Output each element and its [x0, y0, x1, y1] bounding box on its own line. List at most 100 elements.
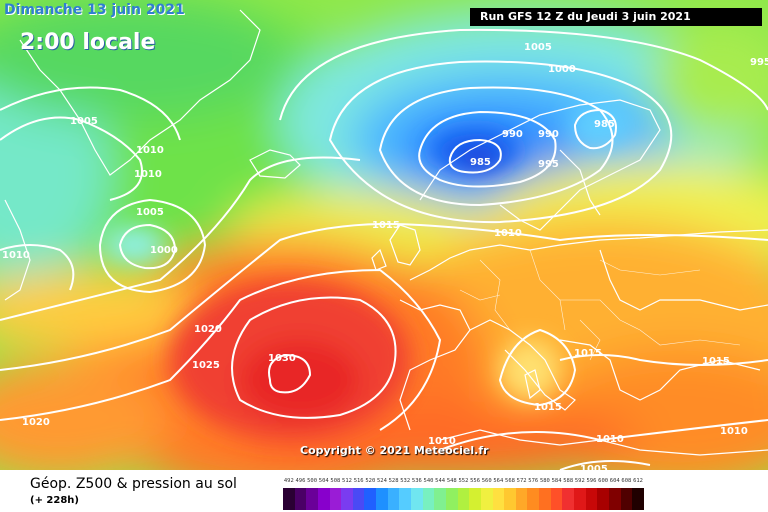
isobar-label: 1005 [580, 464, 608, 470]
legend-swatch [562, 488, 575, 510]
legend-swatch [317, 488, 330, 510]
isobar-label: 1020 [194, 324, 222, 335]
legend-swatch [329, 488, 342, 510]
legend-value: 612 [633, 478, 643, 484]
forecast-date: Dimanche 13 juin 2021 [4, 2, 185, 18]
legend-value: 512 [342, 478, 352, 484]
legend-swatch [574, 488, 586, 510]
legend-value: 604 [609, 478, 620, 484]
legend-value: 492 [283, 478, 294, 484]
isobar-label: 1030 [268, 353, 296, 364]
isobar-lines [0, 28, 768, 470]
isobar-label: 1005 [70, 116, 98, 127]
isobar-label: 990 [538, 129, 559, 140]
model-run-label: Run GFS 12 Z du Jeudi 3 juin 2021 [470, 8, 762, 26]
legend-swatch [306, 488, 318, 510]
legend-swatch [585, 488, 598, 510]
legend-swatch [469, 488, 481, 510]
map-footer: Géop. Z500 & pression au sol (+ 228h) 49… [0, 470, 768, 512]
legend-value: 572 [516, 478, 527, 484]
isobar-label: 1000 [548, 64, 576, 75]
legend-swatch [352, 488, 365, 510]
legend-labels: 492 496 500 504 508 512 516 520 524 528 532 536 540 5… [283, 478, 644, 484]
isobar-label: 1015 [534, 402, 562, 413]
legend-swatch [422, 488, 435, 510]
legend-swatch [434, 488, 446, 510]
legend-bar [283, 488, 644, 510]
legend-swatch [387, 488, 400, 510]
legend-swatch [504, 488, 516, 510]
isobar-label: 1015 [372, 220, 400, 231]
legend-value: 588 [563, 478, 574, 484]
isobar-label: 995 [538, 159, 559, 170]
legend-value: 548 [446, 478, 457, 484]
legend-value: 516 [353, 478, 364, 484]
legend-swatch [608, 488, 621, 510]
copyright-text: Copyright © 2021 Meteociel.fr [300, 444, 489, 457]
legend-value: 504 [318, 478, 329, 484]
legend-value: 584 [551, 478, 562, 484]
legend-value: 508 [330, 478, 341, 484]
isobar-label: 1010 [720, 426, 748, 437]
isobar-labels: 1005 1000 995 1005 985 990 990 985 995 1… [2, 42, 768, 470]
legend-swatch [364, 488, 377, 510]
legend-swatch [515, 488, 528, 510]
legend-value: 520 [365, 478, 376, 484]
isobar-label: 1010 [428, 436, 456, 447]
legend-value: 576 [528, 478, 539, 484]
isobar-label: 985 [470, 157, 491, 168]
legend-value: 592 [574, 478, 585, 484]
legend-swatch [550, 488, 563, 510]
legend-value: 596 [586, 478, 597, 484]
legend-value: 500 [307, 478, 318, 484]
map-canvas: 1005 1000 995 1005 985 990 990 985 995 1… [0, 0, 768, 470]
legend-swatch [632, 488, 644, 510]
isobar-label: 1015 [702, 356, 730, 367]
legend-value: 608 [621, 478, 632, 484]
legend-value: 496 [295, 478, 306, 484]
color-legend: 492 496 500 504 508 512 516 520 524 528 532 536 540 5… [283, 478, 644, 510]
isobar-label: 1005 [136, 207, 164, 218]
isobar-label: 1010 [136, 145, 164, 156]
weather-map: 1005 1000 995 1005 985 990 990 985 995 1… [0, 0, 768, 470]
legend-swatch [411, 488, 423, 510]
isobar-label: 985 [594, 119, 615, 130]
legend-value: 600 [598, 478, 609, 484]
forecast-time: 2:00 locale [20, 30, 156, 55]
legend-swatch [294, 488, 307, 510]
legend-swatch [445, 488, 458, 510]
legend-value: 568 [505, 478, 515, 484]
legend-value: 536 [411, 478, 422, 484]
borders [459, 249, 741, 361]
legend-swatch [539, 488, 551, 510]
legend-value: 552 [458, 478, 469, 484]
isobar-label: 1025 [192, 360, 220, 371]
legend-swatch [283, 488, 295, 510]
isobar-label: 1015 [574, 348, 602, 359]
legend-swatch [341, 488, 353, 510]
legend-value: 540 [423, 478, 434, 484]
legend-value: 580 [539, 478, 550, 484]
legend-swatch [527, 488, 540, 510]
legend-value: 556 [470, 478, 481, 484]
isobar-label: 1005 [524, 42, 552, 53]
legend-swatch [399, 488, 412, 510]
isobar-label: 995 [750, 57, 768, 68]
legend-swatch [457, 488, 470, 510]
isobar-label: 1010 [596, 434, 624, 445]
legend-swatch [376, 488, 388, 510]
legend-value: 560 [481, 478, 492, 484]
legend-swatch [597, 488, 609, 510]
legend-value: 528 [388, 478, 399, 484]
legend-value: 532 [400, 478, 411, 484]
isobar-label: 1010 [494, 228, 522, 239]
legend-value: 564 [493, 478, 504, 484]
legend-swatch [620, 488, 633, 510]
geopotential-field [0, 0, 768, 470]
isobar-label: 990 [502, 129, 523, 140]
isobar-label: 1000 [150, 245, 178, 256]
legend-value: 544 [435, 478, 446, 484]
legend-value: 524 [376, 478, 387, 484]
isobar-label: 1010 [134, 169, 162, 180]
isobar-label: 1020 [22, 417, 50, 428]
